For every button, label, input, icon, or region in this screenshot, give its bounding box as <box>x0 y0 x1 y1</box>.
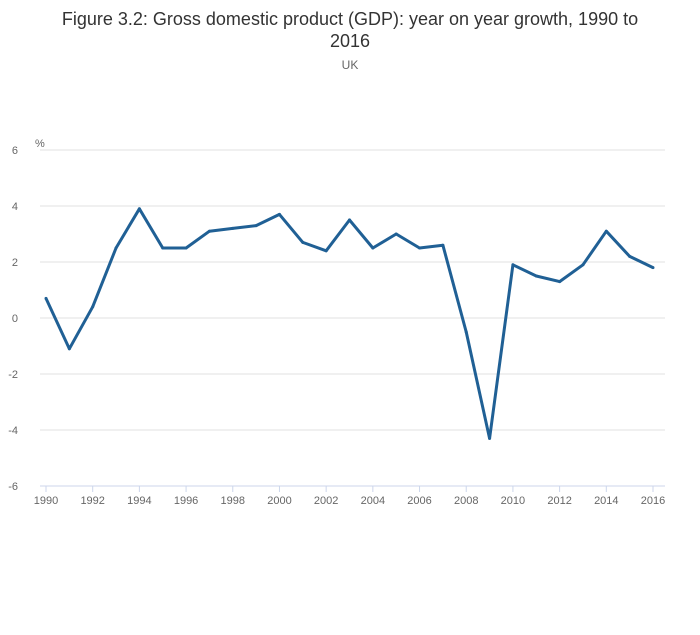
data-point <box>114 246 118 250</box>
chart-subtitle: UK <box>341 58 359 72</box>
data-point <box>277 212 281 216</box>
data-point <box>651 266 655 270</box>
x-tick-label: 2012 <box>547 495 571 507</box>
x-tick-label: 2008 <box>454 495 478 507</box>
data-point <box>604 229 608 233</box>
data-point <box>207 229 211 233</box>
y-tick-label: -4 <box>8 425 18 437</box>
data-point <box>418 246 422 250</box>
x-tick-label: 1992 <box>80 495 104 507</box>
data-point <box>394 232 398 236</box>
x-tick-label: 2004 <box>361 495 385 507</box>
x-tick-label: 2006 <box>407 495 431 507</box>
data-point <box>254 224 258 228</box>
y-tick-label: -2 <box>8 369 18 381</box>
data-point <box>184 246 188 250</box>
data-point <box>558 280 562 284</box>
x-tick-label: 2010 <box>501 495 525 507</box>
data-point <box>161 246 165 250</box>
data-point <box>534 274 538 278</box>
data-point <box>441 243 445 247</box>
chart-title: Figure 3.2: Gross domestic product (GDP)… <box>0 8 700 52</box>
data-point <box>511 263 515 267</box>
x-tick-label: 2000 <box>267 495 291 507</box>
data-point <box>581 263 585 267</box>
y-tick-label: 2 <box>12 257 18 269</box>
data-point <box>628 254 632 258</box>
data-point <box>371 246 375 250</box>
y-tick-label: 0 <box>12 313 18 325</box>
x-tick-label: 1998 <box>221 495 245 507</box>
x-tick-label: 2014 <box>594 495 618 507</box>
x-tick-label: 1996 <box>174 495 198 507</box>
y-axis-label: % <box>35 138 45 150</box>
data-point <box>301 240 305 244</box>
data-point <box>348 218 351 222</box>
data-point <box>488 436 492 440</box>
x-tick-label: 2016 <box>641 495 665 507</box>
data-point <box>324 249 328 253</box>
x-tick-label: 2002 <box>314 495 338 507</box>
data-point <box>137 207 141 211</box>
data-point <box>464 330 468 334</box>
series-line <box>44 207 654 440</box>
chart-title-text: Figure 3.2: Gross domestic product (GDP)… <box>61 9 639 51</box>
data-point <box>231 226 235 230</box>
y-tick-label: 4 <box>12 201 18 213</box>
x-tick-label: 1994 <box>127 495 151 507</box>
y-tick-label: -6 <box>8 481 18 493</box>
data-point <box>44 296 48 300</box>
x-tick-label: 1990 <box>34 495 58 507</box>
data-point <box>67 347 71 351</box>
y-tick-label: 6 <box>12 145 18 157</box>
data-point <box>91 305 95 309</box>
